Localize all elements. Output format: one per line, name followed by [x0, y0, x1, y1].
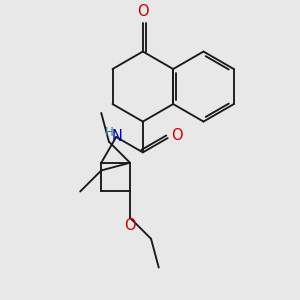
- Text: H: H: [105, 126, 114, 139]
- Text: N: N: [112, 128, 123, 143]
- Text: O: O: [172, 128, 183, 142]
- Text: O: O: [124, 218, 136, 233]
- Text: O: O: [137, 4, 149, 19]
